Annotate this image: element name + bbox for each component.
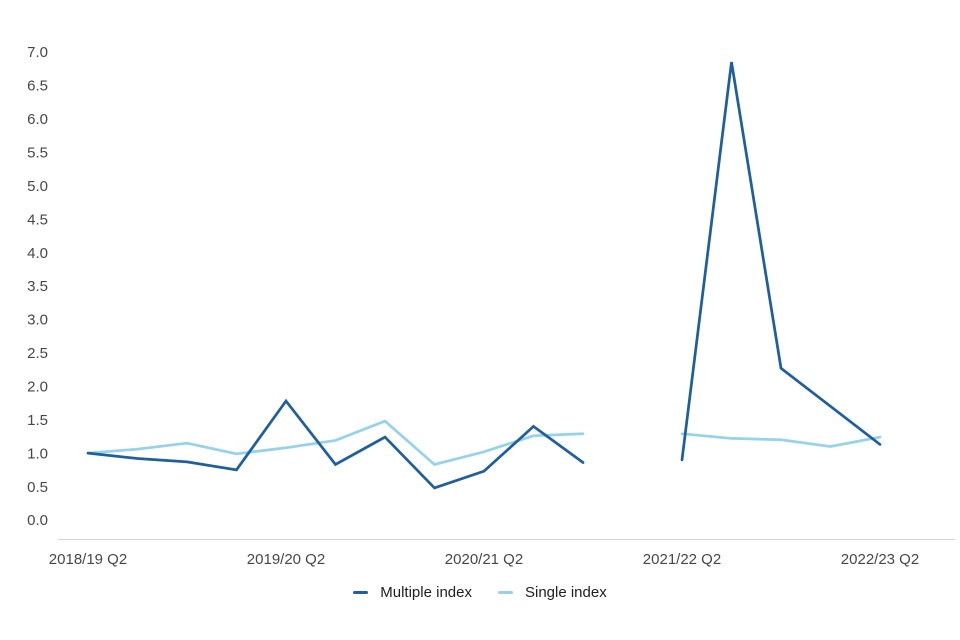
x-tick-label: 2022/23 Q2 [841, 551, 919, 568]
y-tick-label: 5.0 [27, 178, 48, 195]
legend-item-single-index: Single index [497, 584, 607, 601]
series-line-single-index [86, 419, 585, 467]
y-tick-label: 6.5 [27, 78, 48, 95]
legend-swatch-multiple-index [353, 591, 369, 594]
y-tick-label: 3.5 [27, 278, 48, 295]
legend-item-multiple-index: Multiple index [353, 585, 472, 600]
y-tick-label: 6.0 [27, 111, 48, 128]
legend-label: Multiple index [380, 584, 472, 601]
series-line-single-index [680, 432, 882, 448]
x-tick-label: 2019/20 Q2 [247, 551, 325, 568]
y-tick-label: 2.0 [27, 378, 48, 395]
y-tick-label: 2.5 [27, 345, 48, 362]
y-tick-label: 7.0 [27, 44, 48, 61]
x-tick-label: 2018/19 Q2 [49, 551, 127, 568]
y-tick-label: 4.5 [27, 211, 48, 228]
y-tick-label: 0.5 [27, 479, 48, 496]
series-line-multiple-index [680, 61, 882, 462]
y-tick-label: 4.0 [27, 245, 48, 262]
y-tick-label: 1.5 [27, 412, 48, 429]
chart-legend: Multiple index Single index [0, 585, 960, 600]
legend-swatch-single-index [497, 591, 513, 594]
series-line-multiple-index [86, 398, 585, 490]
y-tick-label: 1.0 [27, 445, 48, 462]
x-tick-label: 2020/21 Q2 [445, 551, 523, 568]
legend-label: Single index [524, 584, 607, 601]
y-tick-label: 5.5 [27, 144, 48, 161]
y-tick-label: 3.0 [27, 312, 48, 329]
x-tick-label: 2021/22 Q2 [643, 551, 721, 568]
y-tick-label: 0.0 [27, 512, 48, 529]
